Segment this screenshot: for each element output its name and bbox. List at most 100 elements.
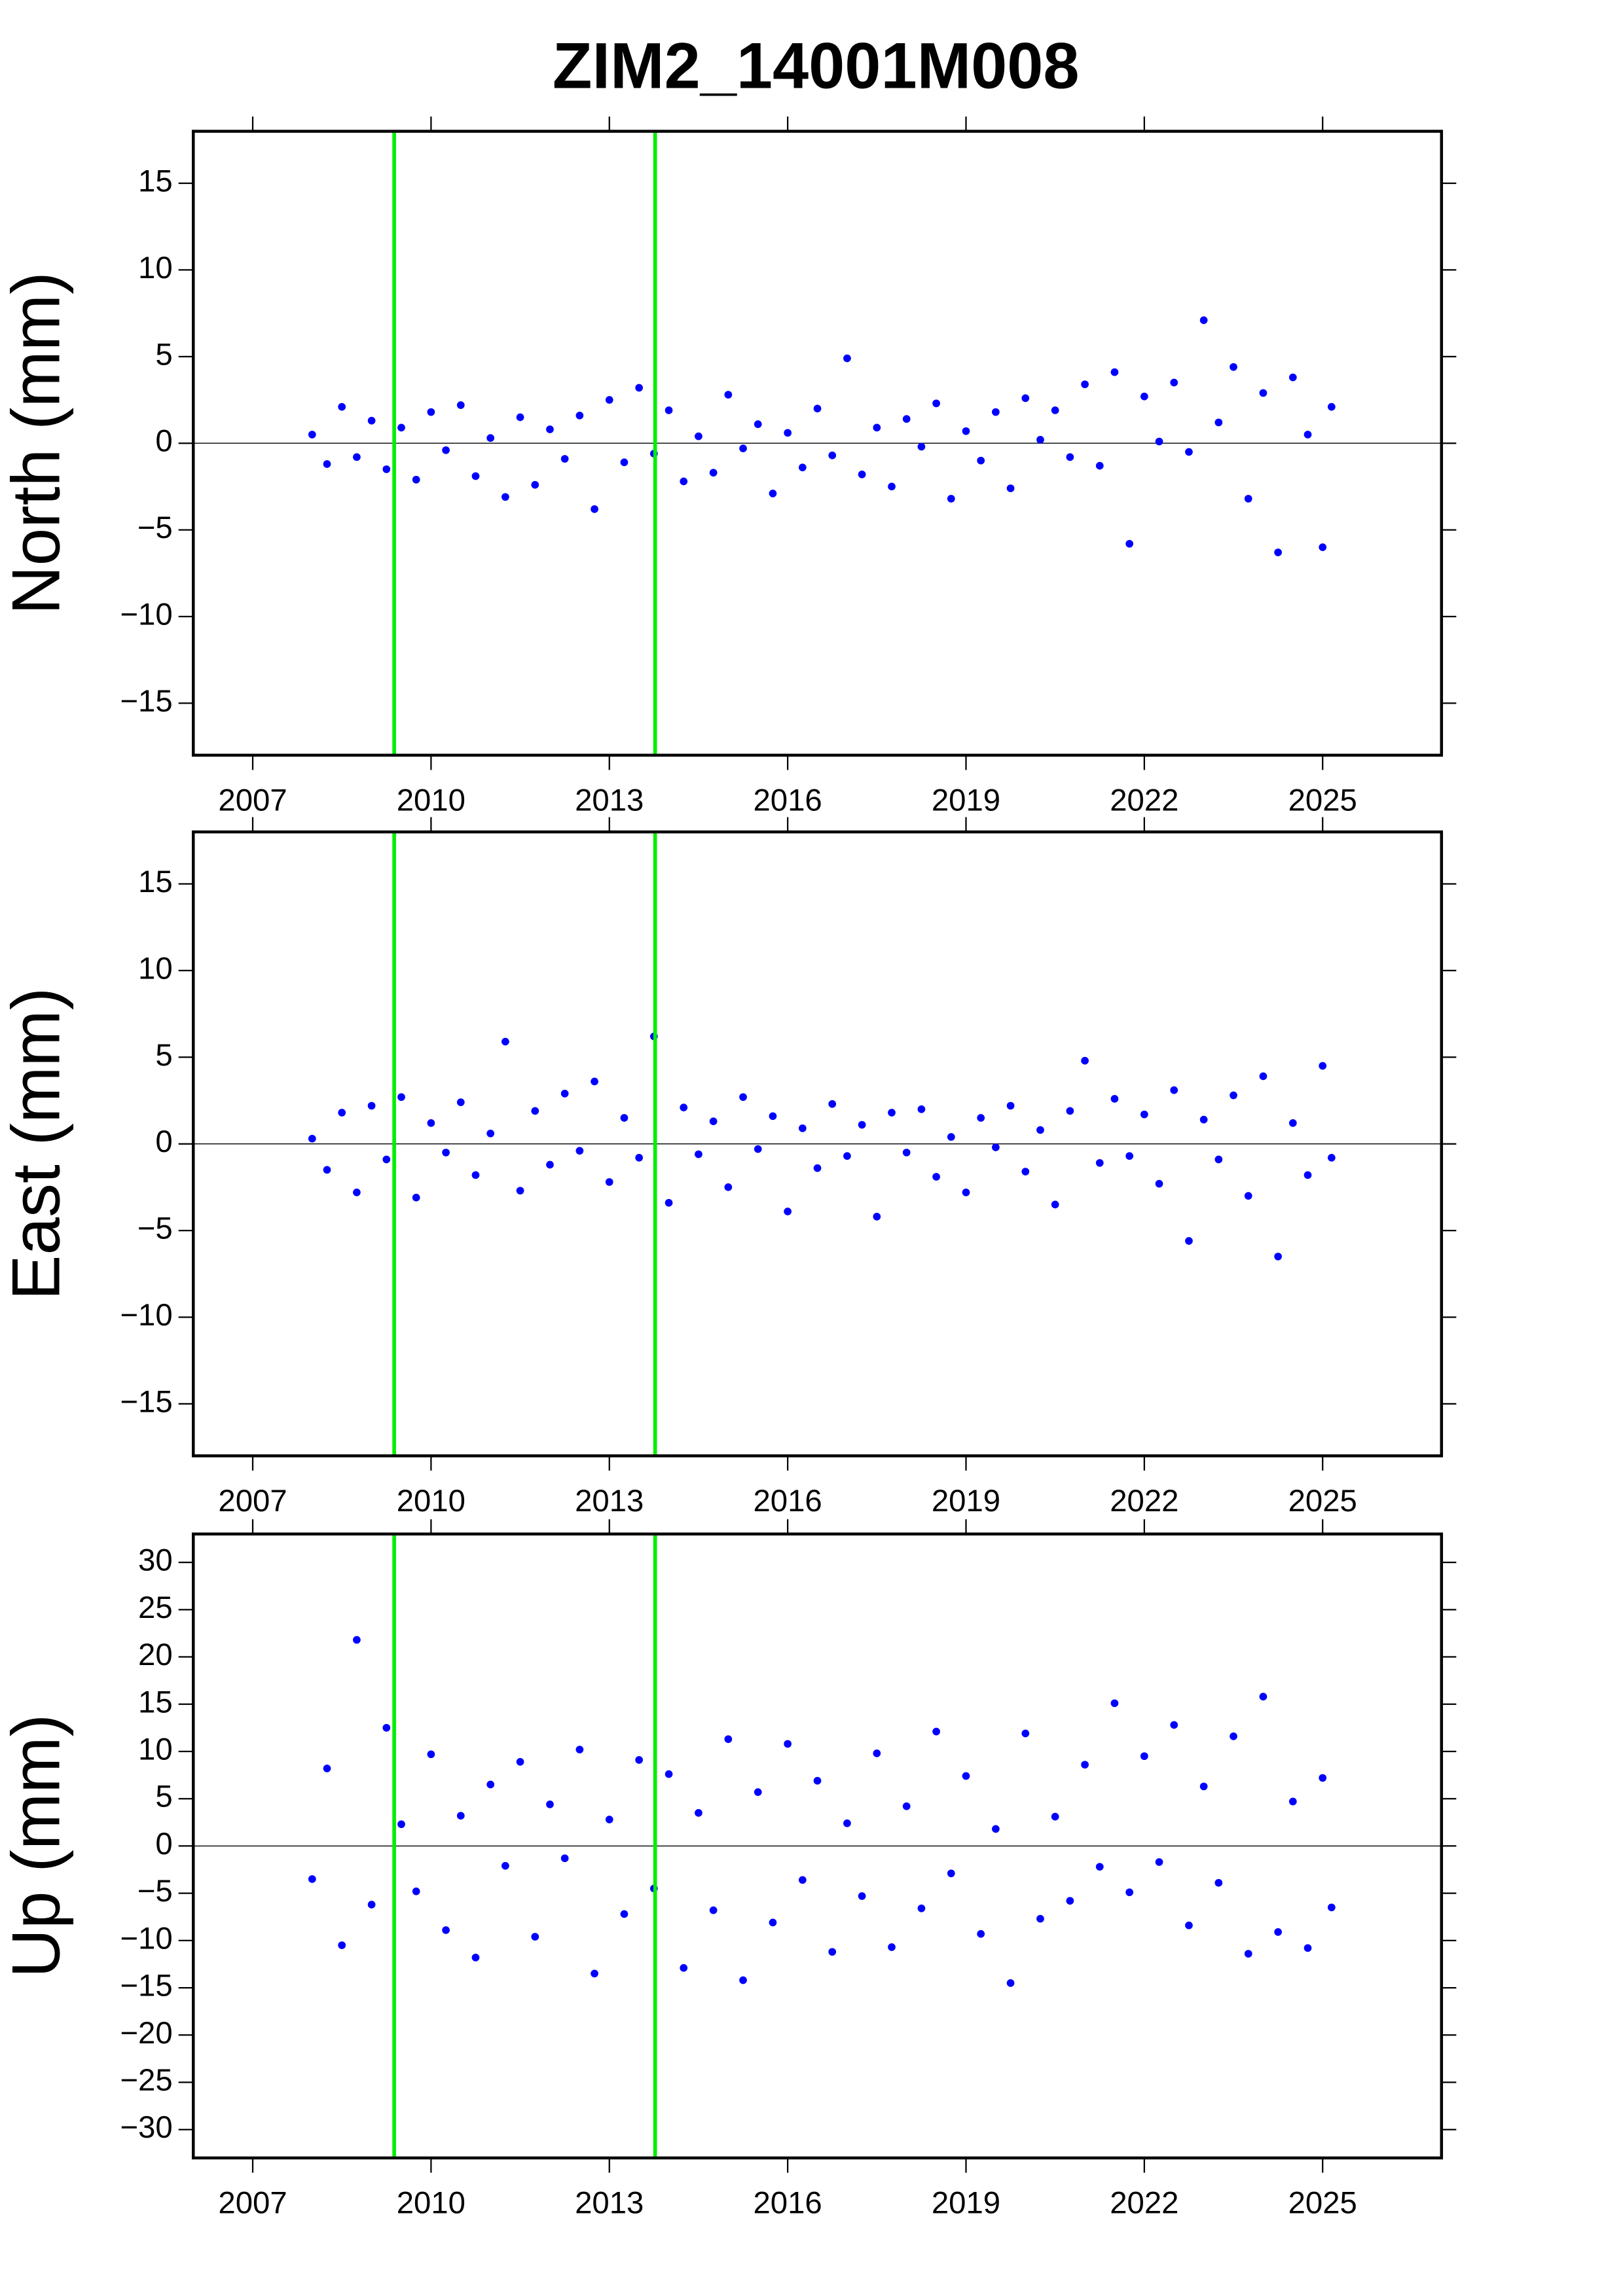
data-point [769, 1918, 777, 1927]
data-point [813, 1776, 822, 1785]
data-point [338, 1941, 346, 1949]
x-tick-label: 2022 [1110, 2186, 1178, 2221]
data-point [858, 1892, 866, 1900]
data-point [486, 1780, 495, 1789]
data-point [427, 408, 435, 416]
data-point [546, 425, 554, 433]
data-point [1140, 1110, 1148, 1119]
data-point [1140, 392, 1148, 401]
data-point [442, 446, 450, 454]
data-point [680, 1964, 688, 1972]
x-tick-label: 2016 [753, 1484, 822, 1518]
data-point [575, 1746, 584, 1753]
y-tick-label: 25 [138, 1590, 173, 1625]
data-point [1051, 406, 1059, 414]
data-point [546, 1801, 554, 1808]
data-point [888, 1943, 896, 1951]
data-point [888, 482, 896, 491]
data-point [754, 420, 762, 428]
data-point [962, 1188, 970, 1196]
data-point [531, 1933, 539, 1941]
data-point [680, 1103, 688, 1111]
data-point [620, 1114, 629, 1122]
data-point [471, 1171, 480, 1179]
data-point [902, 1149, 911, 1157]
data-point [784, 1208, 792, 1215]
plot-frame [191, 130, 1444, 757]
x-tick-label: 2016 [753, 783, 822, 817]
x-tick-label: 2010 [397, 1484, 465, 1518]
x-tick-label: 2019 [932, 1484, 1000, 1518]
data-point [962, 427, 970, 435]
data-point [992, 1143, 1000, 1151]
data-point [397, 423, 405, 432]
data-point [620, 1910, 629, 1918]
data-point [353, 453, 361, 461]
y-tick-label: −15 [120, 684, 172, 719]
y-tick-label: 10 [138, 951, 173, 986]
data-point [977, 1929, 985, 1938]
y-tick-label: 10 [138, 1732, 173, 1767]
y-tick-label: −20 [120, 2016, 172, 2051]
data-point [724, 1183, 733, 1191]
data-point [442, 1926, 450, 1934]
data-point [1214, 1878, 1223, 1887]
data-point [813, 404, 822, 413]
x-tick-label: 2010 [397, 2186, 465, 2221]
x-tick-label: 2007 [218, 783, 287, 817]
data-point [338, 403, 346, 411]
y-tick-label: 0 [155, 1124, 172, 1159]
data-point [486, 1129, 495, 1138]
data-point [724, 1735, 733, 1744]
data-point [1140, 1752, 1148, 1761]
data-point [947, 1869, 955, 1878]
data-point [382, 465, 391, 473]
data-point [1125, 1888, 1134, 1897]
y-tick-label: 0 [155, 1827, 172, 1861]
data-point [516, 413, 524, 422]
data-point [575, 411, 584, 420]
data-point [1006, 1102, 1015, 1110]
data-point [992, 1825, 1000, 1833]
data-point [397, 1093, 405, 1102]
data-point [828, 1100, 837, 1108]
data-point [516, 1758, 524, 1766]
data-point [1327, 1154, 1336, 1162]
data-point [323, 1166, 331, 1174]
data-point [902, 1802, 911, 1810]
data-point [769, 490, 777, 497]
y-tick-label: 10 [138, 251, 173, 285]
data-point [397, 1820, 405, 1829]
data-point [1185, 1237, 1193, 1245]
data-point [917, 1105, 926, 1113]
y-tick-label: 20 [138, 1638, 173, 1672]
y-tick-label: 30 [138, 1543, 173, 1578]
plot-frame [191, 1532, 1444, 2160]
x-tick-label: 2025 [1288, 783, 1357, 817]
data-point [605, 1816, 613, 1823]
data-point [1036, 1914, 1044, 1923]
data-point [1327, 403, 1336, 411]
data-point [456, 1098, 465, 1106]
data-point [947, 495, 955, 503]
data-point [769, 1112, 777, 1121]
data-point [947, 1133, 955, 1141]
y-tick-label: −30 [120, 2110, 172, 2145]
y-tick-label: 5 [155, 1780, 172, 1814]
data-point [1288, 373, 1297, 382]
data-point [828, 1948, 837, 1956]
data-point [1185, 448, 1193, 456]
data-point [605, 1178, 613, 1186]
data-point [798, 463, 807, 472]
data-point [1274, 1252, 1282, 1261]
data-point [665, 406, 673, 414]
data-point [665, 1198, 673, 1207]
data-point [1199, 1115, 1208, 1124]
data-point [308, 1134, 316, 1143]
data-point [1066, 1897, 1074, 1905]
data-point [932, 1173, 940, 1181]
data-point [1230, 363, 1237, 371]
data-point [1244, 1192, 1252, 1200]
data-point [754, 1788, 762, 1796]
data-point [1021, 1168, 1030, 1175]
